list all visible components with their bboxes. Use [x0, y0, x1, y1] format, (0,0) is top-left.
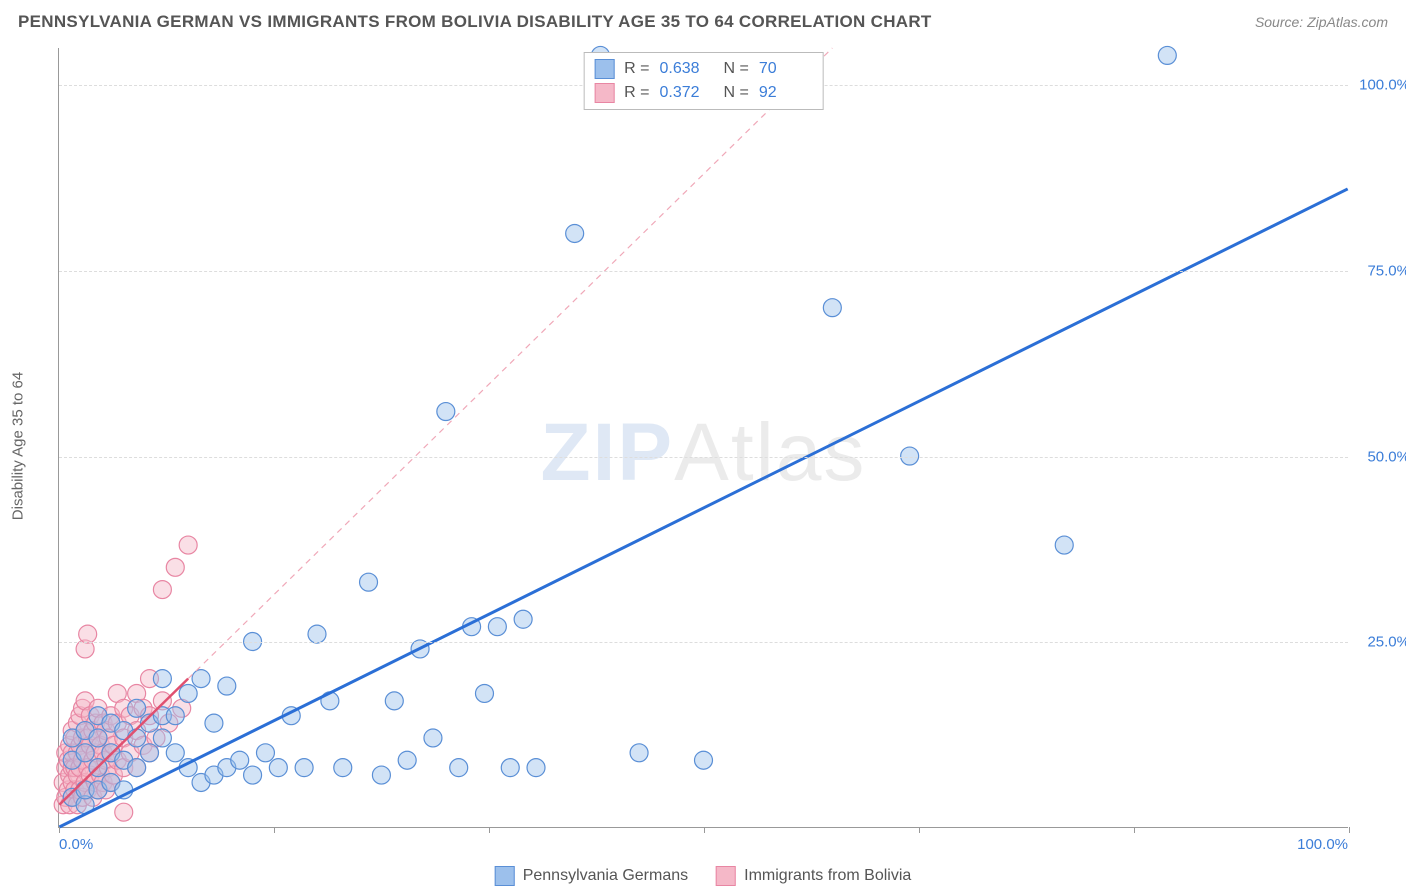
data-point [488, 618, 506, 636]
data-point [269, 759, 287, 777]
y-tick-label: 100.0% [1354, 77, 1406, 94]
gridline-h [59, 642, 1348, 643]
data-point [295, 759, 313, 777]
data-point [166, 558, 184, 576]
correlation-legend: R = 0.638 N = 70 R = 0.372 N = 92 [583, 52, 824, 110]
data-point [566, 224, 584, 242]
swatch-pa-german [594, 59, 614, 79]
data-point [334, 759, 352, 777]
data-point [630, 744, 648, 762]
data-point [385, 692, 403, 710]
data-point [231, 751, 249, 769]
x-tick-mark [274, 827, 275, 833]
data-point [218, 677, 236, 695]
data-point [76, 744, 94, 762]
x-tick-mark [1134, 827, 1135, 833]
data-point [450, 759, 468, 777]
data-point [153, 670, 171, 688]
data-point [1055, 536, 1073, 554]
trend-line [188, 48, 832, 679]
data-point [501, 759, 519, 777]
legend-item-pa-german: Pennsylvania Germans [495, 866, 688, 886]
chart-title: PENNSYLVANIA GERMAN VS IMMIGRANTS FROM B… [18, 12, 932, 32]
data-point [244, 766, 262, 784]
scatter-svg [59, 48, 1348, 827]
gridline-h [59, 271, 1348, 272]
data-point [166, 744, 184, 762]
data-point [153, 581, 171, 599]
data-point [166, 707, 184, 725]
x-axis-start-label: 0.0% [59, 836, 93, 853]
data-point [256, 744, 274, 762]
y-tick-label: 50.0% [1354, 448, 1406, 465]
data-point [179, 684, 197, 702]
data-point [128, 729, 146, 747]
data-point [192, 670, 210, 688]
data-point [398, 751, 416, 769]
y-tick-label: 25.0% [1354, 634, 1406, 651]
data-point [128, 699, 146, 717]
x-tick-mark [1349, 827, 1350, 833]
series-legend: Pennsylvania Germans Immigrants from Bol… [495, 866, 912, 886]
data-point [153, 729, 171, 747]
data-point [372, 766, 390, 784]
x-tick-mark [59, 827, 60, 833]
data-point [527, 759, 545, 777]
data-point [79, 625, 97, 643]
swatch-bolivia [716, 866, 736, 886]
data-point [360, 573, 378, 591]
legend-label: Immigrants from Bolivia [744, 867, 911, 885]
x-tick-mark [704, 827, 705, 833]
data-point [205, 714, 223, 732]
swatch-bolivia [594, 83, 614, 103]
data-point [115, 803, 133, 821]
y-tick-label: 75.0% [1354, 262, 1406, 279]
data-point [89, 729, 107, 747]
x-tick-mark [919, 827, 920, 833]
legend-row-bolivia: R = 0.372 N = 92 [594, 81, 813, 105]
data-point [308, 625, 326, 643]
trend-line [59, 189, 1347, 827]
source-attribution: Source: ZipAtlas.com [1255, 14, 1388, 30]
data-point [437, 403, 455, 421]
legend-label: Pennsylvania Germans [523, 867, 688, 885]
plot-area: ZIPAtlas R = 0.638 N = 70 R = 0.372 N = … [58, 48, 1348, 828]
data-point [128, 759, 146, 777]
gridline-h [59, 457, 1348, 458]
data-point [179, 536, 197, 554]
data-point [1158, 46, 1176, 64]
data-point [475, 684, 493, 702]
data-point [424, 729, 442, 747]
swatch-pa-german [495, 866, 515, 886]
y-axis-label: Disability Age 35 to 64 [10, 372, 27, 520]
x-axis-end-label: 100.0% [1297, 836, 1348, 853]
legend-item-bolivia: Immigrants from Bolivia [716, 866, 911, 886]
data-point [141, 744, 159, 762]
x-tick-mark [489, 827, 490, 833]
data-point [823, 299, 841, 317]
legend-row-pa-german: R = 0.638 N = 70 [594, 57, 813, 81]
data-point [514, 610, 532, 628]
data-point [695, 751, 713, 769]
